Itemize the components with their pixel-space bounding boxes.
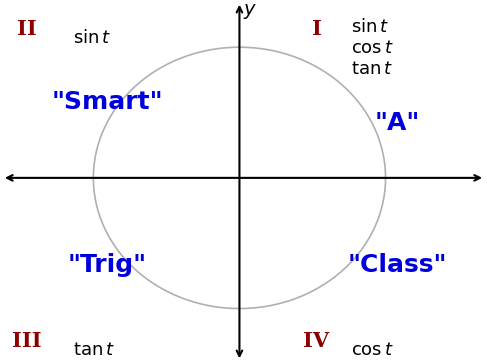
Text: y: y: [244, 0, 255, 19]
Text: $\mathrm{sin}\,t$: $\mathrm{sin}\,t$: [73, 29, 112, 47]
Text: "Trig": "Trig": [68, 253, 147, 277]
Text: IV: IV: [303, 331, 330, 351]
Text: III: III: [12, 331, 41, 351]
Text: $\mathrm{sin}\,t$: $\mathrm{sin}\,t$: [351, 18, 390, 36]
Text: $\mathrm{cos}\,t$: $\mathrm{cos}\,t$: [351, 39, 394, 57]
Text: "A": "A": [375, 111, 420, 135]
Text: "Smart": "Smart": [52, 90, 163, 114]
Text: II: II: [17, 19, 36, 39]
Text: $\mathrm{cos}\,t$: $\mathrm{cos}\,t$: [351, 341, 394, 359]
Text: $\mathrm{tan}\,t$: $\mathrm{tan}\,t$: [351, 60, 393, 78]
Text: I: I: [312, 19, 321, 39]
Text: $\mathrm{tan}\,t$: $\mathrm{tan}\,t$: [73, 341, 115, 359]
Text: "Class": "Class": [348, 253, 448, 277]
